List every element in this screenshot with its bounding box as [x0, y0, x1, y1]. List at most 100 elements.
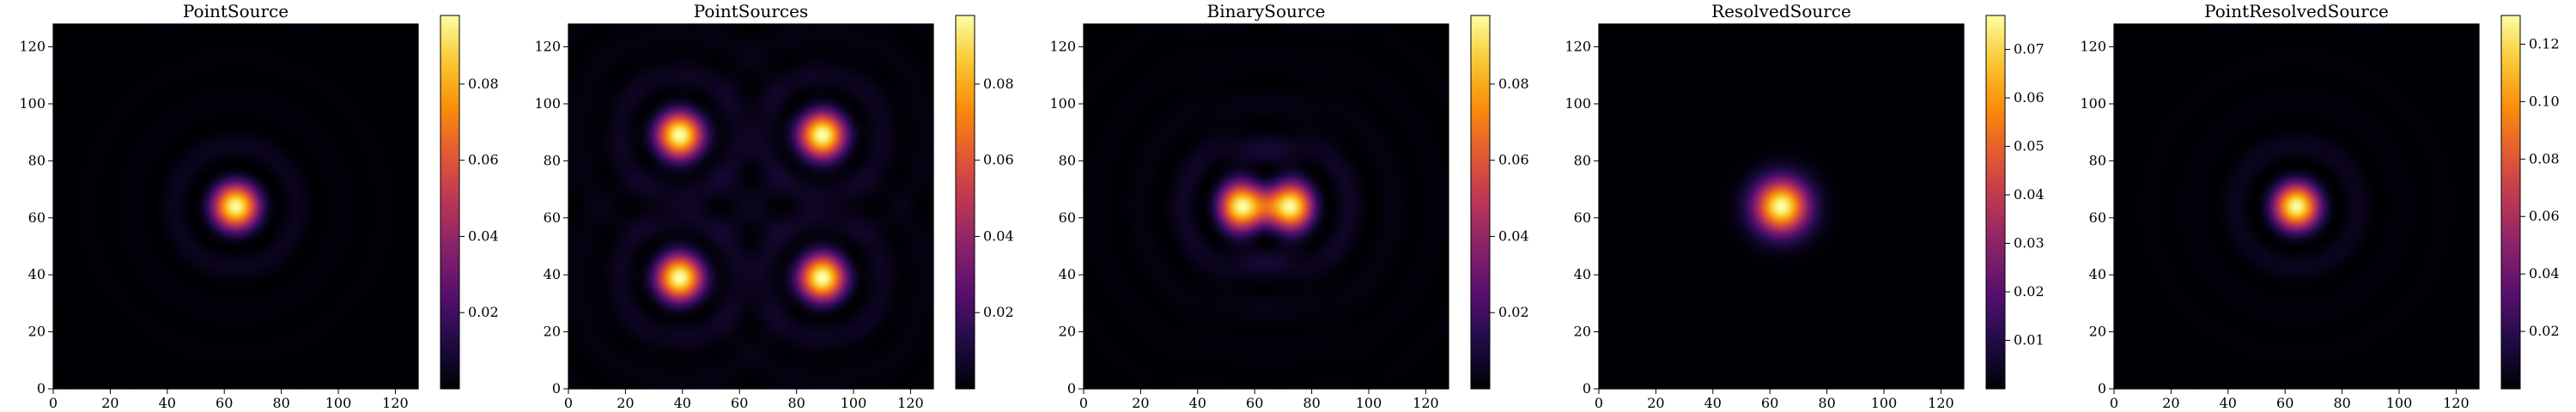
y-tick-label: 80: [2089, 152, 2106, 168]
x-tick-label: 120: [897, 395, 924, 411]
plot-frame: [1083, 23, 1449, 390]
colorbar-tick-label: 0.02: [2014, 283, 2044, 300]
y-tick-label: 20: [1574, 324, 1591, 340]
x-tick-label: 60: [216, 395, 233, 411]
y-tick-label: 100: [1049, 95, 1076, 112]
y-tick-label: 20: [1059, 324, 1076, 340]
colorbar-tick-label: 0.01: [2014, 332, 2044, 348]
colorbar-tick-label: 0.05: [2014, 138, 2044, 154]
x-tick-label: 40: [1189, 395, 1206, 411]
x-tick-label: 0: [1595, 395, 1603, 411]
chart-title: PointResolvedSource: [2204, 1, 2389, 21]
plot-frame: [52, 23, 419, 390]
y-tick-label: 40: [544, 266, 561, 282]
colorbar-tick-label: 0.06: [2014, 89, 2044, 106]
x-tick-label: 100: [841, 395, 867, 411]
chart-title: PointSources: [694, 1, 809, 21]
x-tick-label: 100: [325, 395, 352, 411]
colorbar-tick-label: 0.04: [2529, 265, 2560, 282]
colorbar-tick-label: 0.02: [983, 304, 1014, 320]
y-tick-label: 120: [19, 39, 46, 55]
x-tick-label: 40: [159, 395, 176, 411]
colorbar-tick-label: 0.04: [1498, 227, 1529, 244]
y-tick-label: 40: [1059, 266, 1076, 282]
chart-title: PointSource: [183, 1, 289, 21]
y-tick-label: 0: [37, 380, 46, 397]
panel-PointSource: PointSource 0 20 40 60 80 100 120 0 20 40 60 80 100 12…: [19, 1, 498, 411]
panel-PointResolvedSource: PointResolvedSource 0 20 40 60 80 100 120 0 20 40 6…: [2080, 1, 2559, 411]
x-tick-label: 100: [1356, 395, 1382, 411]
colorbar-tick-label: 0.06: [1498, 152, 1529, 168]
colorbar-tick-label: 0.04: [2014, 186, 2044, 203]
colorbar-tick-label: 0.04: [468, 227, 499, 244]
x-tick-label: 120: [1413, 395, 1439, 411]
y-tick-label: 20: [28, 324, 46, 340]
x-tick-label: 60: [1761, 395, 1778, 411]
colorbar: [955, 15, 975, 390]
colorbar-tick-label: 0.02: [1498, 304, 1529, 320]
x-tick-label: 20: [2162, 395, 2179, 411]
colorbar-tick-label: 0.02: [468, 304, 499, 320]
heatmap-image: [568, 24, 933, 389]
x-tick-label: 80: [272, 395, 289, 411]
chart-title: ResolvedSource: [1711, 1, 1851, 21]
y-tick-label: 100: [534, 95, 561, 112]
colorbar-tick-label: 0.06: [2529, 208, 2560, 224]
colorbar: [440, 15, 460, 390]
colorbar-tick-label: 0.06: [468, 152, 499, 168]
x-tick-label: 0: [2110, 395, 2118, 411]
plot-frame: [1598, 23, 1965, 390]
y-tick-label: 100: [1564, 95, 1591, 112]
colorbar-tick-label: 0.02: [2529, 323, 2560, 339]
colorbar: [2500, 15, 2521, 390]
colorbar-tick-label: 0.08: [2529, 150, 2560, 167]
colorbar-tick-label: 0.08: [1498, 76, 1529, 92]
colorbar-tick-label: 0.07: [2014, 41, 2044, 58]
y-tick-label: 80: [1574, 152, 1591, 168]
heatmap-image: [2114, 24, 2479, 389]
x-tick-label: 60: [731, 395, 748, 411]
y-tick-label: 80: [544, 152, 561, 168]
x-tick-label: 120: [1928, 395, 1954, 411]
x-tick-label: 60: [1246, 395, 1263, 411]
y-tick-label: 0: [1583, 380, 1591, 397]
y-tick-label: 40: [1574, 266, 1591, 282]
heatmap-image: [53, 24, 418, 389]
y-tick-label: 60: [2089, 209, 2106, 226]
y-tick-label: 60: [28, 209, 46, 226]
x-tick-label: 40: [674, 395, 691, 411]
x-tick-label: 120: [2443, 395, 2470, 411]
y-tick-label: 120: [2080, 39, 2106, 55]
panel-ResolvedSource: ResolvedSource 0 20 40 60 80 100 120 0 20 40 60 80 10…: [1564, 1, 2044, 411]
x-tick-label: 0: [49, 395, 58, 411]
x-tick-label: 80: [2333, 395, 2350, 411]
y-tick-label: 60: [544, 209, 561, 226]
colorbar-tick-label: 0.08: [468, 76, 499, 92]
colorbar-tick-label: 0.12: [2529, 35, 2560, 52]
x-tick-label: 20: [101, 395, 118, 411]
plot-frame: [2113, 23, 2480, 390]
x-tick-label: 0: [1079, 395, 1088, 411]
heatmap-image: [1599, 24, 1964, 389]
colorbar-tick-label: 0.04: [983, 227, 1014, 244]
x-tick-label: 60: [2276, 395, 2293, 411]
colorbar-tick-label: 0.03: [2014, 235, 2044, 251]
panel-BinarySource: BinarySource 0 20 40 60 80 100 120 0 20 40 60 80 100 1…: [1049, 1, 1528, 411]
y-tick-label: 0: [1067, 380, 1076, 397]
heatmap-image: [1084, 24, 1449, 389]
panel-PointSources: PointSources 0 20 40 60 80 100 120 0 20 40 60 80 100 1…: [534, 1, 1013, 411]
y-tick-label: 60: [1574, 209, 1591, 226]
y-tick-label: 0: [2098, 380, 2106, 397]
y-tick-label: 120: [534, 39, 561, 55]
x-tick-label: 80: [1303, 395, 1320, 411]
y-tick-label: 40: [28, 266, 46, 282]
x-tick-label: 0: [564, 395, 573, 411]
y-tick-label: 80: [1059, 152, 1076, 168]
colorbar: [1985, 15, 2006, 390]
y-tick-label: 120: [1564, 39, 1591, 55]
x-tick-label: 20: [617, 395, 634, 411]
y-tick-label: 120: [1049, 39, 1076, 55]
y-tick-label: 60: [1059, 209, 1076, 226]
x-tick-label: 20: [1647, 395, 1664, 411]
